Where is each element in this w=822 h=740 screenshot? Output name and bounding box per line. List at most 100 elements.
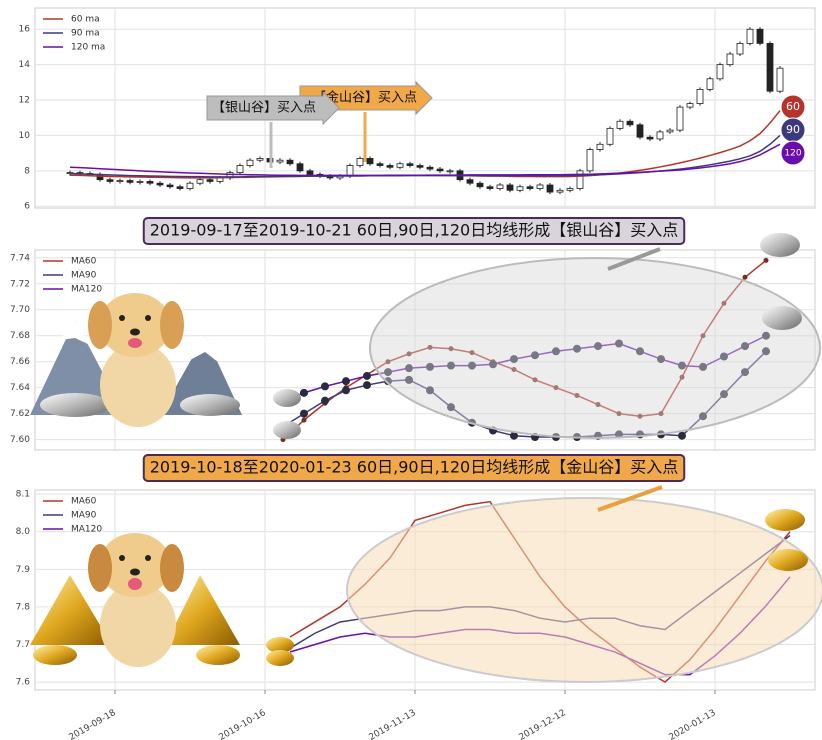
candle-body: [676, 106, 684, 131]
candle-body: [516, 186, 524, 191]
point-marker: [447, 403, 455, 412]
annotation-label: 【银山谷】买入点: [212, 101, 316, 116]
candle-body: [276, 159, 284, 163]
point-marker: [678, 431, 686, 440]
point-marker: [385, 359, 391, 365]
y-tick-label: 16: [19, 25, 31, 35]
point-marker: [679, 374, 685, 380]
point-marker: [573, 344, 581, 353]
point-marker: [384, 377, 392, 386]
point-marker: [678, 361, 686, 370]
candle-body: [146, 181, 154, 184]
candle-body: [376, 163, 384, 166]
candle-body: [586, 149, 594, 172]
candle-body: [616, 120, 624, 129]
highlight-ellipse: [369, 257, 821, 439]
pointer-arrow: [607, 247, 661, 271]
point-marker: [700, 333, 706, 339]
y-tick-label: 7.70: [10, 305, 30, 315]
point-marker: [510, 431, 518, 440]
candle-body: [486, 186, 494, 189]
series-badge: [780, 140, 806, 166]
candle-body: [746, 28, 754, 44]
y-tick-label: 12: [19, 96, 30, 106]
y-tick-label: 7.74: [10, 253, 30, 263]
y-tick-label: 6: [24, 202, 30, 212]
y-tick-label: 14: [19, 60, 31, 70]
candle-body: [696, 89, 704, 104]
candle-body: [556, 189, 564, 193]
point-marker: [658, 411, 664, 417]
y-tick-label: 8.1: [16, 490, 30, 500]
candle-body: [606, 127, 614, 145]
point-marker: [637, 413, 643, 419]
candle-body: [306, 170, 314, 175]
highlight-ellipse: [346, 497, 822, 683]
candle-body: [246, 159, 254, 166]
x-tick-label: 2019-09-18: [67, 708, 118, 740]
candle-body: [396, 163, 404, 168]
dog-decoration: [88, 293, 184, 427]
candle-body: [436, 168, 444, 172]
legend-label: MA90: [71, 271, 97, 281]
point-marker: [448, 346, 454, 352]
candle-body: [176, 186, 184, 189]
candle-body: [626, 120, 634, 126]
point-marker: [636, 347, 644, 356]
candle-body: [666, 129, 674, 133]
candle-body: [506, 184, 514, 191]
point-marker: [300, 388, 308, 397]
point-marker: [720, 352, 728, 361]
point-marker: [763, 257, 769, 263]
legend-label: MA120: [71, 525, 102, 535]
y-tick-label: 7.9: [16, 565, 31, 575]
candle-body: [346, 165, 354, 177]
point-marker: [301, 417, 307, 423]
candle-body: [126, 180, 134, 183]
point-marker: [553, 385, 559, 391]
point-marker: [447, 361, 455, 370]
candle-body: [596, 143, 604, 150]
candle-body: [286, 159, 294, 165]
legend-label: MA90: [71, 511, 97, 521]
candle-body: [116, 180, 124, 182]
point-marker: [574, 392, 580, 398]
candle-body: [736, 42, 744, 55]
candle-body: [656, 131, 664, 140]
candle-body: [776, 67, 784, 92]
candle-body: [476, 182, 484, 188]
x-tick-label: 2019-12-12: [517, 708, 567, 740]
candle-body: [566, 188, 574, 191]
candle-body: [426, 166, 434, 170]
y-tick-label: 7.8: [16, 602, 31, 612]
legend-label: 90 ma: [71, 29, 100, 39]
legend-label: 120 ma: [71, 43, 105, 53]
candle-body: [156, 182, 164, 186]
point-marker: [721, 300, 727, 306]
point-marker: [762, 331, 770, 340]
series-badge-label: 120: [784, 149, 801, 159]
candle-body: [136, 181, 144, 183]
point-marker: [468, 361, 476, 370]
pointer-arrow: [597, 485, 663, 512]
point-marker: [426, 386, 434, 395]
candle-body: [766, 42, 774, 92]
chart-title: 2019-10-18至2020-01-23 60日,90日,120日均线形成【金…: [150, 458, 679, 477]
point-marker: [531, 351, 539, 360]
point-marker: [741, 342, 749, 351]
candle-body: [196, 179, 204, 184]
candle-body: [256, 158, 264, 161]
point-marker: [594, 342, 602, 351]
point-marker: [300, 409, 308, 418]
y-tick-label: 7.68: [10, 331, 30, 341]
candle-body: [546, 184, 554, 193]
point-marker: [762, 347, 770, 356]
candle-body: [706, 78, 714, 90]
y-tick-label: 7.72: [10, 279, 30, 289]
candle-body: [296, 163, 304, 172]
point-marker: [405, 375, 413, 384]
point-marker: [720, 390, 728, 399]
legend-label: MA120: [71, 285, 102, 295]
point-marker: [405, 364, 413, 373]
